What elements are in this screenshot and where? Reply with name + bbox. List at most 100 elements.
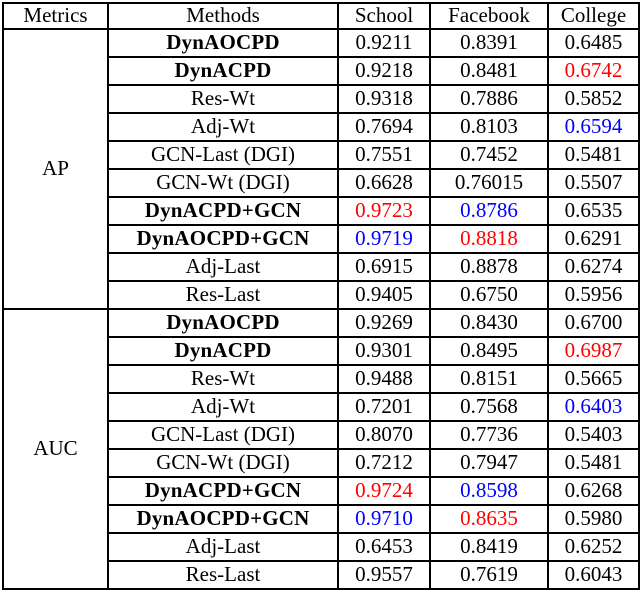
table-row: DynACPD 0.9301 0.8495 0.6987 — [3, 336, 640, 366]
method-cell: Adj-Wt — [107, 392, 339, 422]
table-row: Res-Last 0.9405 0.6750 0.5956 — [3, 280, 640, 310]
method-cell: DynAOCPD — [107, 28, 339, 58]
method-cell: DynACPD — [107, 336, 339, 366]
value-cell: 0.9724 — [337, 476, 431, 506]
metric-label: AUC — [2, 308, 109, 590]
value-cell: 0.6043 — [547, 560, 640, 590]
method-cell: Adj-Wt — [107, 112, 339, 142]
value-cell: 0.7551 — [337, 140, 431, 170]
table-row: DynACPD 0.9218 0.8481 0.6742 — [3, 56, 640, 86]
value-cell: 0.5481 — [547, 448, 640, 478]
value-cell: 0.5507 — [547, 168, 640, 198]
value-cell: 0.5956 — [547, 280, 640, 310]
method-cell: GCN-Last (DGI) — [107, 140, 339, 170]
value-cell: 0.6700 — [547, 308, 640, 338]
header-row: Metrics Methods School Facebook College — [2, 2, 640, 30]
value-cell: 0.8151 — [429, 364, 549, 394]
value-cell: 0.7947 — [429, 448, 549, 478]
column-header-metrics: Metrics — [2, 2, 109, 30]
table-row: GCN-Wt (DGI) 0.7212 0.7947 0.5481 — [3, 448, 640, 478]
value-cell: 0.5852 — [547, 84, 640, 114]
table-row: DynACPD+GCN 0.9724 0.8598 0.6268 — [3, 476, 640, 506]
method-cell: Res-Last — [107, 560, 339, 590]
value-cell: 0.6291 — [547, 224, 640, 254]
value-cell: 0.9405 — [337, 280, 431, 310]
table-row: Res-Wt 0.9488 0.8151 0.5665 — [3, 364, 640, 394]
value-cell: 0.9211 — [337, 28, 431, 58]
value-cell: 0.6535 — [547, 196, 640, 226]
method-cell: Res-Wt — [107, 364, 339, 394]
metric-label: AP — [2, 28, 109, 310]
column-header-facebook: Facebook — [429, 2, 549, 30]
value-cell: 0.8818 — [429, 224, 549, 254]
value-cell: 0.8070 — [337, 420, 431, 450]
value-cell: 0.7736 — [429, 420, 549, 450]
method-cell: DynACPD+GCN — [107, 196, 339, 226]
value-cell: 0.9218 — [337, 56, 431, 86]
table-row: GCN-Last (DGI) 0.8070 0.7736 0.5403 — [3, 420, 640, 450]
value-cell: 0.6453 — [337, 532, 431, 562]
value-cell: 0.7212 — [337, 448, 431, 478]
column-header-school: School — [337, 2, 431, 30]
method-cell: DynAOCPD+GCN — [107, 224, 339, 254]
value-cell: 0.8635 — [429, 504, 549, 534]
value-cell: 0.9488 — [337, 364, 431, 394]
table-row: Adj-Wt 0.7694 0.8103 0.6594 — [3, 112, 640, 142]
value-cell: 0.8495 — [429, 336, 549, 366]
value-cell: 0.7619 — [429, 560, 549, 590]
value-cell: 0.6403 — [547, 392, 640, 422]
value-cell: 0.7694 — [337, 112, 431, 142]
table-row: Adj-Wt 0.7201 0.7568 0.6403 — [3, 392, 640, 422]
value-cell: 0.7886 — [429, 84, 549, 114]
method-cell: Adj-Last — [107, 252, 339, 282]
value-cell: 0.8598 — [429, 476, 549, 506]
table-row: DynAOCPD+GCN 0.9710 0.8635 0.5980 — [3, 504, 640, 534]
value-cell: 0.6750 — [429, 280, 549, 310]
value-cell: 0.8419 — [429, 532, 549, 562]
value-cell: 0.7568 — [429, 392, 549, 422]
value-cell: 0.8391 — [429, 28, 549, 58]
value-cell: 0.8430 — [429, 308, 549, 338]
method-cell: Res-Wt — [107, 84, 339, 114]
method-cell: GCN-Wt (DGI) — [107, 448, 339, 478]
method-cell: DynACPD — [107, 56, 339, 86]
table-row: AUC DynAOCPD 0.9269 0.8430 0.6700 — [2, 308, 640, 590]
table-row: Res-Wt 0.9318 0.7886 0.5852 — [3, 84, 640, 114]
table-row: GCN-Wt (DGI) 0.6628 0.76015 0.5507 — [3, 168, 640, 198]
value-cell: 0.8786 — [429, 196, 549, 226]
table-row: AP DynAOCPD 0.9211 0.8391 0.6485 — [2, 28, 640, 310]
method-cell: GCN-Last (DGI) — [107, 420, 339, 450]
method-cell: GCN-Wt (DGI) — [107, 168, 339, 198]
value-cell: 0.6915 — [337, 252, 431, 282]
value-cell: 0.5403 — [547, 420, 640, 450]
column-header-methods: Methods — [107, 2, 339, 30]
table-row: Adj-Last 0.6915 0.8878 0.6274 — [3, 252, 640, 282]
method-cell: Res-Last — [107, 280, 339, 310]
value-cell: 0.6274 — [547, 252, 640, 282]
method-cell: Adj-Last — [107, 532, 339, 562]
table-header: Metrics Methods School Facebook College — [2, 2, 640, 30]
value-cell: 0.9557 — [337, 560, 431, 590]
value-cell: 0.6628 — [337, 168, 431, 198]
value-cell: 0.9318 — [337, 84, 431, 114]
value-cell: 0.5665 — [547, 364, 640, 394]
value-cell: 0.9719 — [337, 224, 431, 254]
table-body: AP DynAOCPD 0.9211 0.8391 0.6485 DynACPD 0.921… — [2, 28, 640, 590]
value-cell: 0.6268 — [547, 476, 640, 506]
value-cell: 0.8103 — [429, 112, 549, 142]
value-cell: 0.7201 — [337, 392, 431, 422]
column-header-college: College — [547, 2, 640, 30]
value-cell: 0.9723 — [337, 196, 431, 226]
value-cell: 0.5980 — [547, 504, 640, 534]
value-cell: 0.8878 — [429, 252, 549, 282]
table-row: DynAOCPD+GCN 0.9719 0.8818 0.6291 — [3, 224, 640, 254]
value-cell: 0.6594 — [547, 112, 640, 142]
value-cell: 0.9269 — [337, 308, 431, 338]
value-cell: 0.6252 — [547, 532, 640, 562]
value-cell: 0.5481 — [547, 140, 640, 170]
value-cell: 0.6742 — [547, 56, 640, 86]
value-cell: 0.8481 — [429, 56, 549, 86]
method-cell: DynACPD+GCN — [107, 476, 339, 506]
table-row: GCN-Last (DGI) 0.7551 0.7452 0.5481 — [3, 140, 640, 170]
